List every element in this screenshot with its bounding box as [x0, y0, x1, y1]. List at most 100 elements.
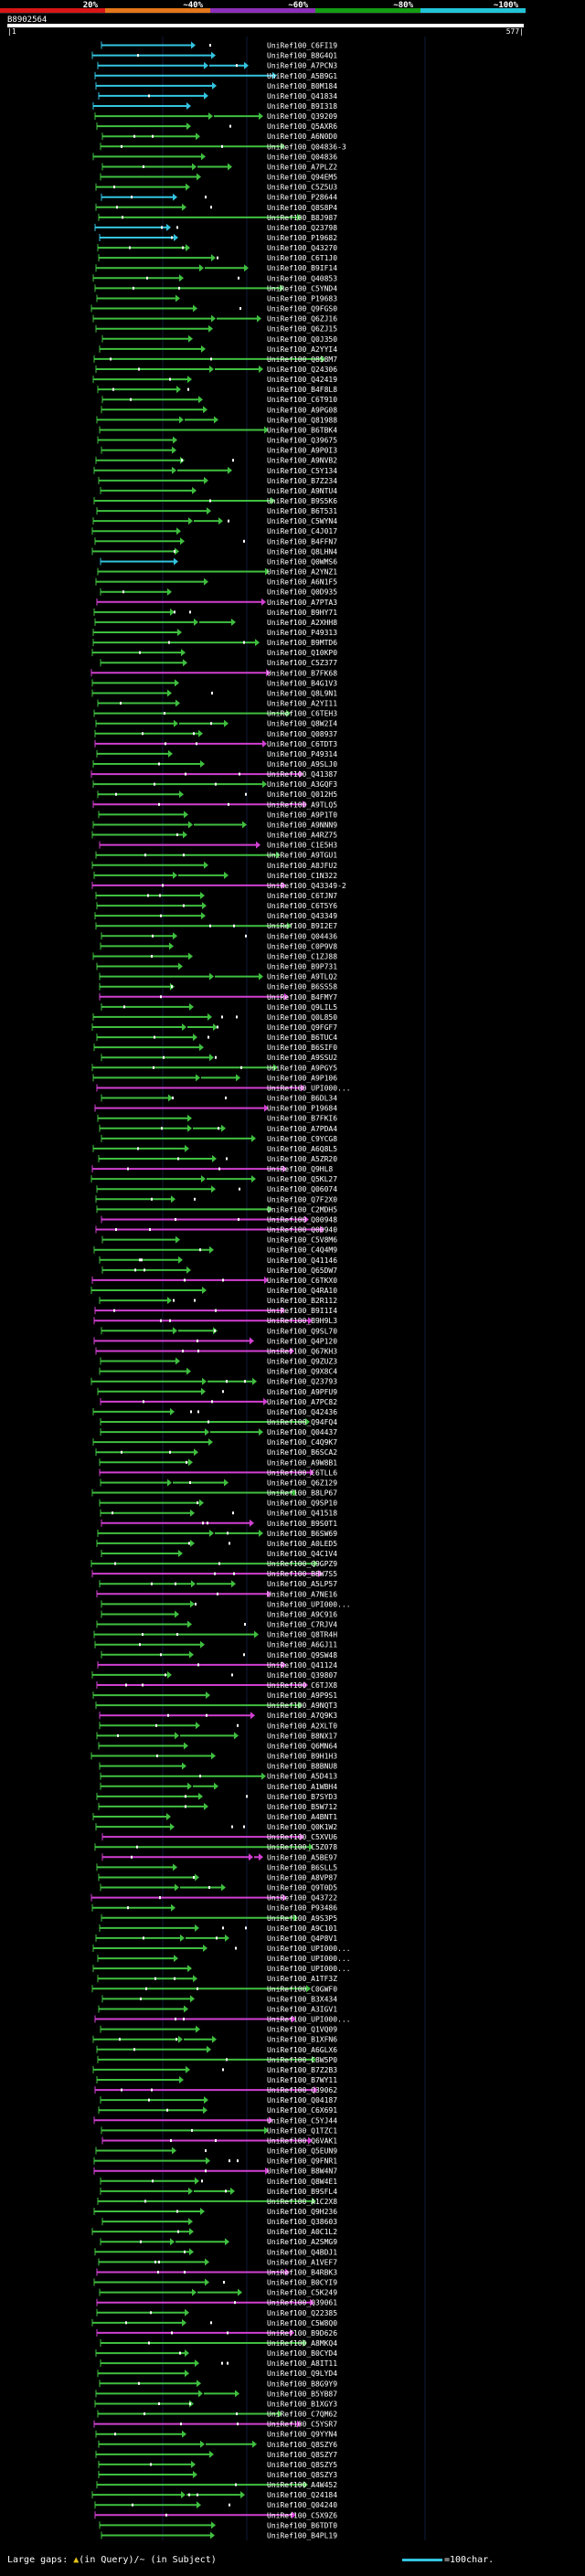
gap-marker — [245, 934, 247, 938]
hit-row: UniRef100_Q04240 — [94, 2501, 337, 2509]
gap-marker — [117, 1733, 119, 1737]
hit-end-arrow — [197, 2380, 201, 2388]
hit-label: UniRef100_B7FKI6 — [267, 1115, 337, 1123]
hit-end-arrow — [183, 659, 187, 667]
gap-marker — [236, 2412, 238, 2416]
hit-label: UniRef100_C9YCG8 — [267, 1135, 337, 1143]
hit-row: UniRef100_B7FKI6 — [97, 1114, 337, 1123]
hit-row: UniRef100_A8IT11 — [100, 2359, 337, 2368]
hit-row: UniRef100_Q9H236 — [93, 2208, 337, 2216]
hit-label: UniRef100_Q04437 — [267, 1428, 337, 1436]
hit-label: UniRef100_B6TBK4 — [267, 426, 337, 434]
hit-row: UniRef100_A9PGY5 — [91, 1064, 337, 1072]
hit-end-arrow — [263, 1397, 268, 1405]
hit-end-arrow — [184, 811, 188, 819]
hit-row: UniRef100_Q00948 — [101, 1215, 337, 1224]
hit-label: UniRef100_UPI000... — [267, 1945, 351, 1953]
percent-label: ~40% — [183, 1, 203, 10]
gap-marker — [239, 772, 240, 776]
hit-end-arrow — [308, 2136, 313, 2145]
gap-marker — [183, 904, 185, 907]
gap-marker — [174, 549, 176, 553]
hit-row: UniRef100_A9NNN9 — [92, 821, 337, 829]
gap-marker — [174, 1977, 176, 1980]
gap-marker — [151, 2088, 153, 2092]
hit-label: UniRef100_A1TF3Z — [267, 1975, 337, 1983]
gap-marker — [137, 54, 139, 58]
hit-label: UniRef100_Q08937 — [267, 730, 337, 738]
hit-label: UniRef100_Q8W4E1 — [267, 2178, 337, 2186]
hit-label: UniRef100_Q00940 — [267, 1226, 337, 1235]
gap-marker — [191, 2128, 193, 2132]
hit-row: UniRef100_Q9SW48 — [101, 1650, 337, 1659]
hit-end-arrow — [209, 1529, 214, 1537]
hit-label: UniRef100_Q9X8C4 — [267, 1368, 337, 1376]
gap-marker — [239, 1187, 240, 1191]
hit-label: UniRef100_Q00948 — [267, 1215, 337, 1224]
hit-label: UniRef100_Q4P8V1 — [267, 1935, 337, 1943]
hit-end-arrow — [268, 1205, 272, 1214]
hit-label: UniRef100_B2R112 — [267, 1297, 337, 1305]
gap-marker — [133, 286, 134, 290]
hit-end-arrow — [210, 2531, 215, 2539]
hit-label: UniRef100_Q8SZY5 — [267, 2461, 337, 2469]
hit-row: UniRef100_B4FFN7 — [94, 537, 337, 546]
gap-marker — [133, 2048, 135, 2051]
hit-row: UniRef100_A2SMG9 — [100, 2238, 337, 2246]
hit-end-arrow — [285, 2268, 290, 2276]
gap-marker — [145, 1987, 147, 1990]
hit-label: UniRef100_A9TLQ2 — [267, 973, 337, 981]
hit-row: UniRef100_B4G1V3 — [91, 679, 337, 687]
hit-row: UniRef100_A9C101 — [99, 1924, 337, 1933]
hit-extension-arrow — [235, 2390, 239, 2398]
hit-row: UniRef100_C1ZJ88 — [92, 952, 337, 960]
gap-marker — [113, 186, 115, 189]
hit-row: UniRef100_A9NTU4 — [100, 486, 337, 495]
gap-marker — [183, 853, 185, 857]
hit-label: UniRef100_Q41518 — [267, 1510, 337, 1518]
hit-row: UniRef100_UPI000... — [97, 1955, 351, 1963]
hit-label: UniRef100_A0C1L2 — [267, 2228, 337, 2236]
hit-end-arrow — [193, 1975, 197, 1983]
hit-extension-arrow — [214, 1782, 218, 1790]
hit-row: UniRef100_B6TBK4 — [99, 426, 337, 434]
hit-label: UniRef100_A8VP87 — [267, 1873, 337, 1882]
gap-marker — [197, 1349, 199, 1352]
gap-marker — [181, 459, 183, 462]
hit-end-arrow — [211, 51, 216, 59]
hit-extension-arrow — [231, 1580, 236, 1588]
hit-end-arrow — [256, 841, 261, 849]
hit-end-arrow — [211, 2521, 216, 2529]
gap-marker — [217, 1025, 218, 1029]
hit-label: UniRef100_Q04836-3 — [267, 143, 346, 151]
gap-marker — [121, 2088, 122, 2092]
hit-end-arrow — [175, 1732, 179, 1740]
hit-label: UniRef100_Q43270 — [267, 244, 337, 252]
hit-label: UniRef100_Q0J350 — [267, 335, 337, 344]
gap-marker — [174, 610, 176, 614]
gap-marker — [183, 2018, 185, 2021]
hit-row: UniRef100_Q8W4E1 — [100, 2177, 337, 2186]
hit-extension-arrow — [224, 719, 229, 727]
gap-marker — [229, 2503, 230, 2507]
hit-label: UniRef100_B8J987 — [267, 214, 337, 222]
gap-marker — [214, 1329, 216, 1332]
hit-label: UniRef100_B4RBK3 — [267, 2268, 337, 2276]
hit-end-arrow — [310, 1468, 314, 1477]
hit-label: UniRef100_P93486 — [267, 1904, 337, 1913]
hit-end-arrow — [184, 2005, 188, 2013]
hit-end-arrow — [173, 1863, 177, 1871]
hit-label: UniRef100_A9P1T0 — [267, 811, 337, 819]
hit-row: UniRef100_B8NX17 — [96, 1732, 337, 1740]
hit-row: UniRef100_Q9LIL5 — [101, 1002, 337, 1012]
hit-end-arrow — [185, 2349, 189, 2358]
gap-marker — [229, 124, 231, 128]
hit-label: UniRef100_C5Z377 — [267, 659, 337, 667]
hit-label: UniRef100_A9SSU2 — [267, 1054, 337, 1062]
gap-marker — [113, 1309, 115, 1312]
hit-end-arrow — [273, 1064, 278, 1072]
gap-marker — [131, 1855, 133, 1859]
hit-end-arrow — [200, 892, 205, 899]
hit-row: UniRef100_A9P1T0 — [98, 811, 337, 819]
query-start-pos: |1 — [7, 27, 16, 36]
